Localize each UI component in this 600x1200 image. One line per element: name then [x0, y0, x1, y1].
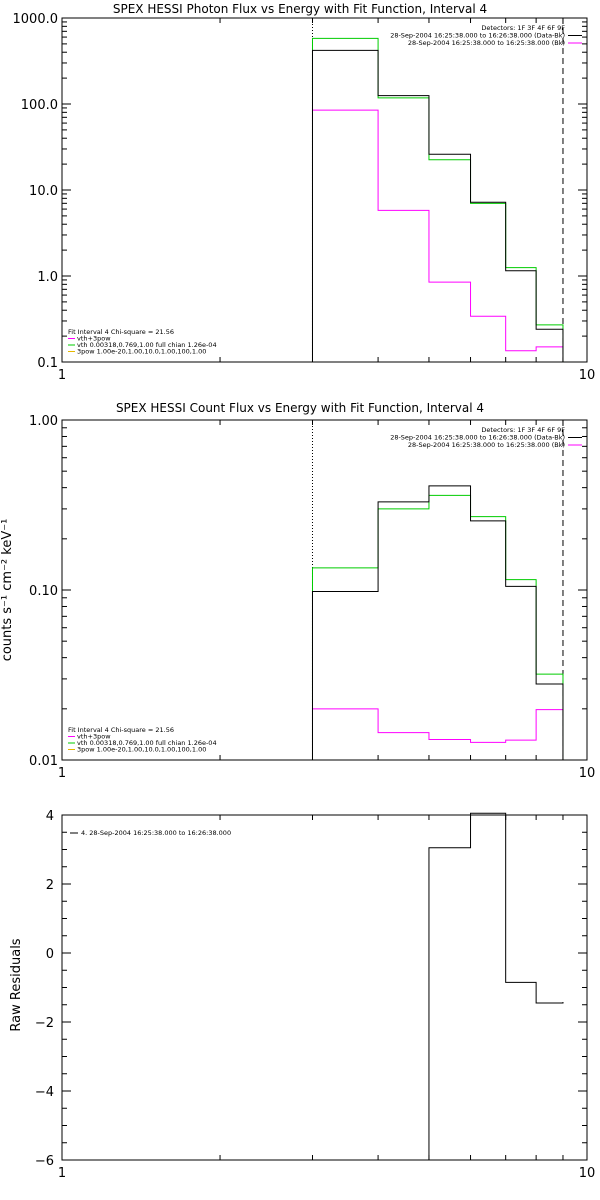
series-line-0-2 [311, 37, 564, 362]
x-tick-label: 1 [58, 1166, 66, 1181]
series-line-0-0 [311, 49, 564, 362]
legend-bottom-entry: Fit Interval 4 Chi-square = 21.56 [68, 726, 174, 734]
y-tick-label: 0.01 [29, 754, 58, 769]
x-tick-label: 10 [579, 766, 596, 781]
y-tick-label: 4 [46, 809, 54, 824]
legend-top-entry: Detectors: 1F 3F 4F 6F 9F [481, 426, 565, 434]
y-tick-label: −2 [35, 1016, 54, 1031]
chart-title: SPEX HESSI Photon Flux vs Energy with Fi… [113, 2, 487, 16]
y-tick-label: 0.1 [37, 356, 58, 371]
plot-frame-0 [61, 17, 588, 363]
series-line-1-2 [311, 494, 564, 760]
y-axis-label: Raw Residuals [9, 938, 24, 1031]
legend-top-entry: 28-Sep-2004 16:25:38.000 to 16:25:38.000… [408, 441, 565, 449]
legend-bottom-entry: vth 0.00318,0.769,1.00 full chian 1.26e-… [77, 739, 217, 747]
y-tick-label: 0.10 [29, 584, 58, 599]
x-tick-label: 1 [58, 368, 66, 383]
y-tick-label: 1.00 [29, 414, 58, 429]
y-tick-label: 10.0 [29, 184, 58, 199]
legend-top-entry: 28-Sep-2004 16:25:38.000 to 16:25:38.000… [408, 39, 565, 47]
legend-bottom-entry: 3pow 1.00e-20,1.00,10.0,1.00,100,1.00 [77, 348, 206, 356]
y-tick-label: 100.0 [21, 98, 58, 113]
chart-title: SPEX HESSI Count Flux vs Energy with Fit… [116, 401, 484, 415]
legend-bottom-entry: vth+3pow [77, 733, 111, 741]
legend-bottom-entry: vth 0.00318,0.769,1.00 full chian 1.26e-… [77, 341, 217, 349]
series-line-0-1 [311, 109, 564, 362]
x-tick-label: 10 [579, 368, 596, 383]
y-tick-label: −6 [35, 1154, 54, 1169]
x-tick-label: 1 [58, 766, 66, 781]
legend-bottom-entry: Fit Interval 4 Chi-square = 21.56 [68, 328, 174, 336]
legend-top-entry: 28-Sep-2004 16:25:38.000 to 16:26:38.000… [390, 434, 565, 442]
y-tick-label: 1000.0 [13, 12, 59, 27]
legend-top-entry: Detectors: 1F 3F 4F 6F 9F [481, 24, 565, 32]
x-tick-label: 10 [579, 1166, 596, 1181]
legend-entry: 4. 28-Sep-2004 16:25:38.000 to 16:26:38.… [81, 829, 231, 837]
y-tick-label: 2 [46, 878, 54, 893]
series-line-1-1 [311, 708, 564, 760]
legend-top-entry: 28-Sep-2004 16:25:38.000 to 16:26:38.000… [390, 32, 565, 40]
y-tick-label: 1.0 [37, 270, 58, 285]
legend-bottom-entry: 3pow 1.00e-20,1.00,10.0,1.00,100,1.00 [77, 746, 206, 754]
legend-bottom-entry: vth+3pow [77, 335, 111, 343]
y-tick-label: 0 [46, 947, 54, 962]
y-axis-label: counts s⁻¹ cm⁻² keV⁻¹ [0, 519, 15, 662]
residual-series-line [428, 812, 564, 1160]
plot-frame-2 [61, 814, 588, 1161]
y-tick-label: −4 [35, 1085, 54, 1100]
series-line-1-0 [311, 485, 564, 760]
